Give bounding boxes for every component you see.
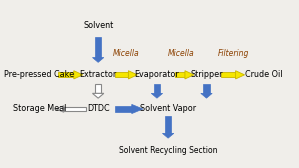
Text: Micella: Micella <box>168 49 195 58</box>
Text: Solvent Recycling Section: Solvent Recycling Section <box>119 146 217 155</box>
Text: Solvent Vapor: Solvent Vapor <box>140 104 196 114</box>
Bar <box>64 107 86 111</box>
Polygon shape <box>92 93 104 98</box>
Polygon shape <box>56 106 64 112</box>
Bar <box>154 84 160 93</box>
Text: Extractor: Extractor <box>80 70 117 79</box>
Bar <box>165 116 171 133</box>
Bar <box>95 84 101 93</box>
Polygon shape <box>132 104 143 114</box>
Bar <box>221 72 236 77</box>
Bar <box>203 84 210 93</box>
Text: Pre-pressed Cake: Pre-pressed Cake <box>4 70 74 79</box>
Polygon shape <box>92 58 104 62</box>
Text: Evaporator: Evaporator <box>135 70 179 79</box>
Polygon shape <box>128 71 137 79</box>
Bar <box>115 72 128 77</box>
Polygon shape <box>201 93 212 98</box>
Text: Crude Oil: Crude Oil <box>245 70 282 79</box>
Text: Filtering: Filtering <box>218 49 250 58</box>
Bar <box>58 72 74 77</box>
Polygon shape <box>162 133 174 138</box>
Polygon shape <box>236 71 245 79</box>
Bar <box>95 37 101 58</box>
Text: Stripper: Stripper <box>190 70 223 79</box>
Polygon shape <box>151 93 163 98</box>
Bar <box>175 72 185 77</box>
Text: DTDC: DTDC <box>87 104 109 114</box>
Bar <box>115 106 132 112</box>
Polygon shape <box>185 71 194 79</box>
Text: Storage Meal: Storage Meal <box>13 104 66 114</box>
Polygon shape <box>74 71 83 79</box>
Text: Solvent: Solvent <box>83 21 113 30</box>
Text: Micella: Micella <box>113 49 139 58</box>
